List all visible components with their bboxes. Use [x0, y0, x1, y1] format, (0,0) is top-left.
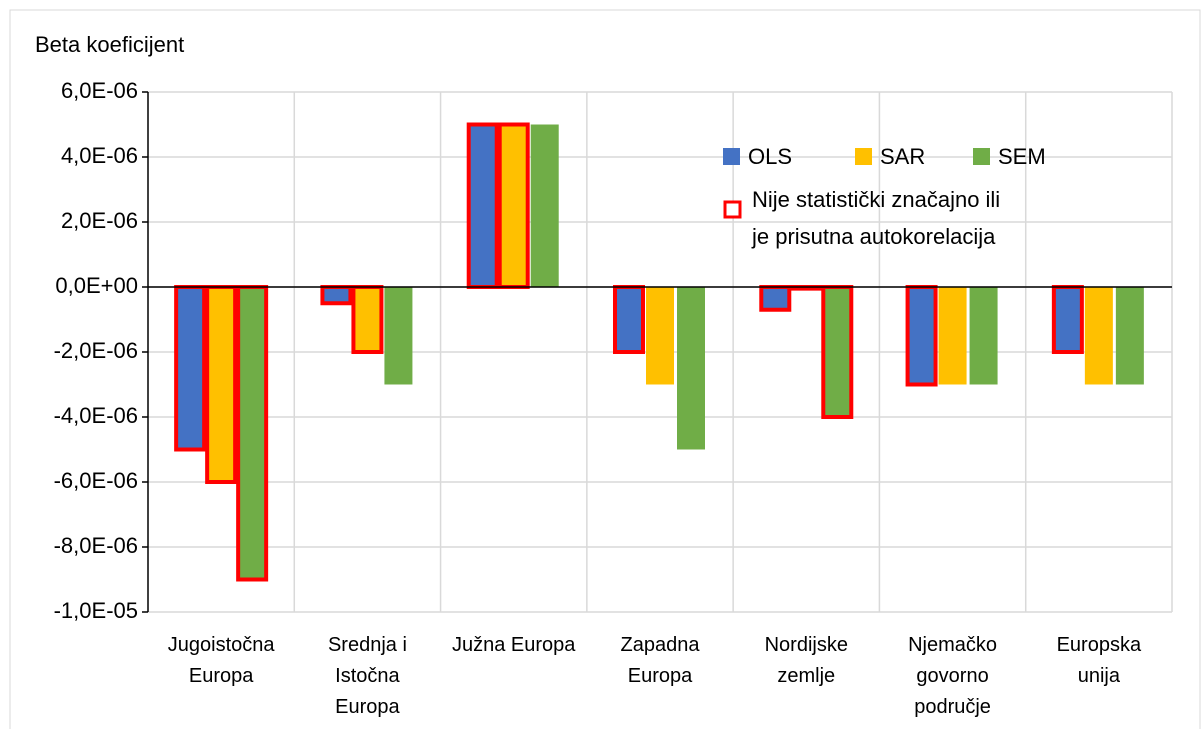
bar	[384, 287, 413, 385]
bar	[320, 285, 353, 306]
bar	[969, 287, 998, 385]
legend-swatch	[723, 148, 740, 165]
y-tick-label: 6,0E-06	[61, 78, 138, 103]
y-tick-label: 4,0E-06	[61, 143, 138, 168]
y-axis-title: Beta koeficijent	[35, 32, 184, 57]
legend-swatch	[855, 148, 872, 165]
bar	[613, 285, 645, 354]
legend-label: Nije statistički značajno ili	[752, 187, 1000, 212]
y-tick-label: -4,0E-06	[54, 403, 138, 428]
bar	[466, 122, 499, 289]
y-tick-label: -8,0E-06	[54, 533, 138, 558]
x-tick-label: Europska unija	[1056, 634, 1142, 687]
bar	[677, 287, 705, 450]
bar	[174, 285, 207, 452]
bar	[905, 285, 938, 387]
bar	[759, 285, 792, 312]
bar	[236, 285, 269, 582]
legend-swatch	[973, 148, 990, 165]
chart-border	[9, 9, 1201, 729]
bar	[1115, 287, 1144, 385]
bar	[938, 287, 967, 385]
x-tick-label: Jugoistočna Europa	[167, 634, 275, 687]
bar	[1051, 285, 1084, 354]
bar	[646, 287, 674, 385]
legend-label: SEM	[998, 144, 1046, 169]
bar	[497, 122, 530, 289]
x-tick-label: Njemačko govorno područje	[908, 634, 998, 718]
bar	[205, 285, 238, 484]
y-tick-label: -1,0E-05	[54, 598, 138, 623]
y-tick-label: 0,0E+00	[55, 273, 138, 298]
y-tick-label: -6,0E-06	[54, 468, 138, 493]
y-tick-label: -2,0E-06	[54, 338, 138, 363]
legend-swatch-outline	[723, 200, 742, 219]
x-tick-label: Srednja i Istočna Europa	[327, 634, 407, 718]
x-tick-label: Nordijske zemlje	[764, 634, 848, 687]
y-tick-label: 2,0E-06	[61, 208, 138, 233]
legend-label: je prisutna autokorelacija	[751, 224, 996, 249]
legend-label: OLS	[748, 144, 792, 169]
bar	[1084, 287, 1113, 385]
x-tick-label: Južna Europa	[451, 634, 576, 656]
bar	[530, 124, 559, 287]
bar	[351, 285, 384, 354]
x-tick-label: Zapadna Europa	[620, 634, 700, 687]
legend-label: SAR	[880, 144, 925, 169]
bar	[821, 285, 854, 419]
